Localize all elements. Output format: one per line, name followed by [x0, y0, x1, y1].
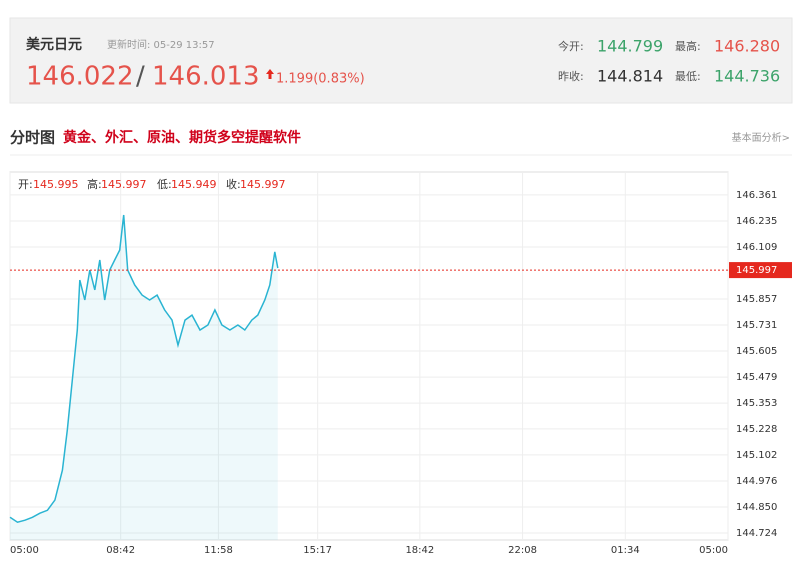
y-tick-label: 145.479	[736, 372, 777, 383]
x-tick-label: 18:42	[405, 545, 434, 556]
ohlc-label: 收:	[226, 177, 241, 191]
y-tick-label: 146.109	[736, 242, 777, 253]
price-line	[9, 214, 279, 524]
plot-frame	[9, 171, 729, 541]
bid-price: 146.022	[26, 62, 134, 92]
y-tick-label: 145.857	[736, 294, 777, 305]
ohlc-value: 145.997	[240, 178, 286, 191]
last-price-tag	[729, 262, 792, 279]
stat-value: 144.814	[597, 67, 663, 86]
x-tick-label: 22:08	[508, 545, 537, 556]
quote-panel	[9, 17, 793, 104]
last-price-label: 145.997	[736, 265, 777, 276]
y-tick-label: 145.102	[736, 450, 777, 461]
price-change: 1.199(0.83%)	[276, 72, 365, 87]
ask-price: 146.013	[152, 62, 260, 92]
y-tick-label: 145.605	[736, 346, 777, 357]
ohlc-label: 低:	[157, 178, 172, 191]
x-tick-label: 15:17	[303, 545, 332, 556]
x-tick-label: 05:00	[699, 545, 728, 556]
symbol-title: 美元日元	[26, 36, 82, 53]
stat-value: 146.280	[714, 37, 780, 56]
ohlc-value: 145.949	[171, 178, 217, 191]
up-arrow	[266, 69, 274, 79]
y-tick-label: 144.976	[736, 476, 777, 487]
y-tick-label: 144.850	[736, 502, 777, 513]
y-tick-label: 145.731	[736, 320, 777, 331]
x-tick-label: 01:34	[611, 545, 640, 556]
ohlc-value: 145.995	[33, 178, 79, 191]
stat-label: 最低:	[675, 70, 701, 83]
y-tick-label: 144.724	[736, 528, 777, 539]
stat-value: 144.736	[714, 67, 780, 86]
y-tick-label: 145.353	[736, 398, 777, 409]
ohlc-value: 145.997	[101, 178, 147, 191]
stat-label: 最高:	[675, 39, 701, 53]
ohlc-label: 高:	[87, 177, 102, 191]
stat-label: 昨收:	[558, 69, 584, 83]
x-tick-label: 11:58	[204, 545, 233, 556]
ohlc-label: 开:	[18, 178, 33, 191]
area	[10, 215, 278, 540]
update-time: 更新时间: 05-29 13:57	[107, 38, 215, 51]
price-separator: /	[136, 62, 145, 92]
x-tick-label: 05:00	[10, 545, 39, 556]
stat-value: 144.799	[597, 37, 663, 56]
section-title: 分时图	[10, 129, 55, 147]
chart: 144.724 144.850 144.976 145.102 145.228 145.3…	[9, 171, 792, 556]
y-tick-label: 146.361	[736, 190, 777, 201]
x-tick-label: 08:42	[106, 545, 135, 556]
promo-link[interactable]: 黄金、外汇、原油、期货多空提醒软件	[63, 129, 301, 146]
side-link[interactable]: 基本面分析>	[732, 131, 790, 144]
y-tick-label: 146.235	[736, 216, 777, 227]
y-tick-label: 145.228	[736, 424, 777, 435]
stat-label: 今开:	[558, 39, 584, 53]
